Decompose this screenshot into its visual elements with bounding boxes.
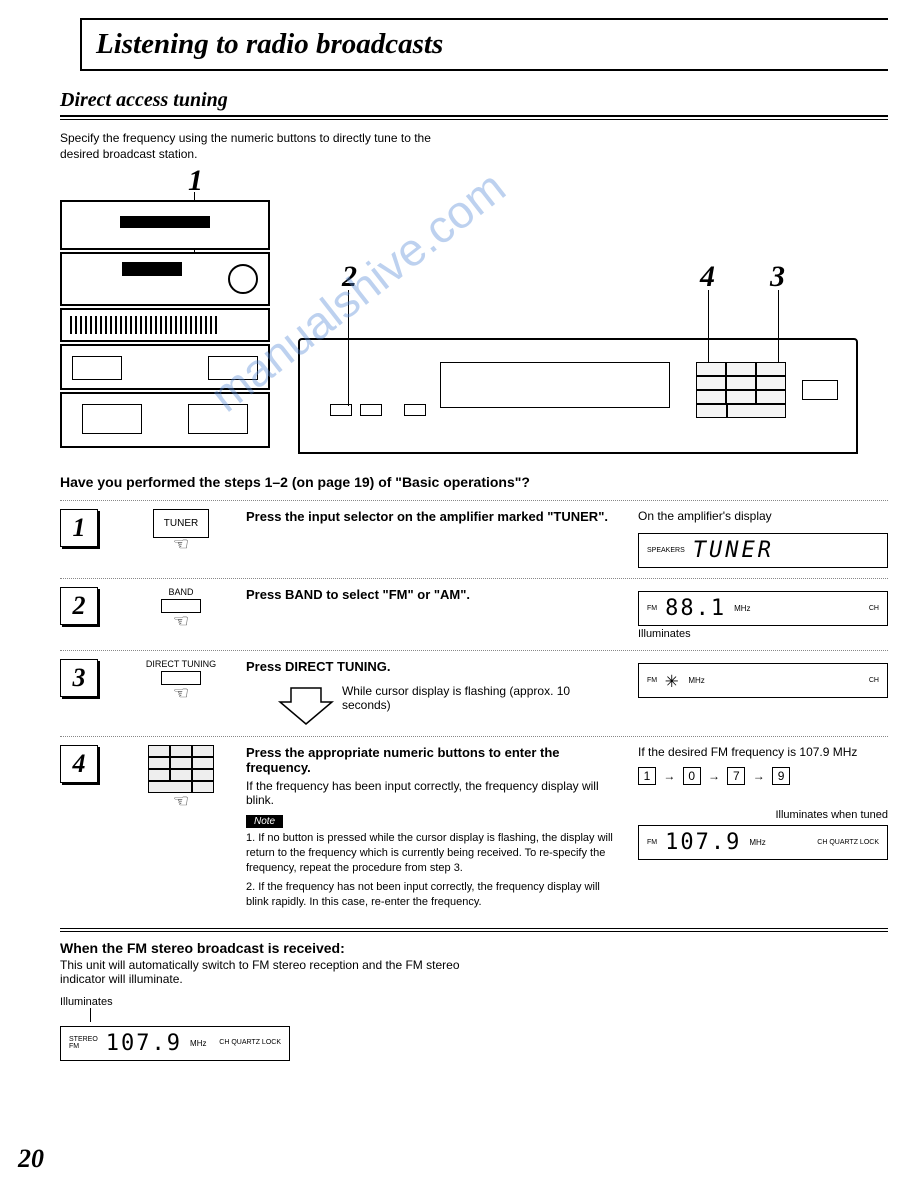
hand-icon: ☜ <box>116 534 246 555</box>
fm-stereo-body: This unit will automatically switch to F… <box>60 958 480 986</box>
band-label: BAND <box>116 587 246 597</box>
step-4-row: 4 ☜ Press the appropriate numeric button… <box>60 736 888 909</box>
step-3-row: 3 DIRECT TUNING ☜ Press DIRECT TUNING. W… <box>60 650 888 726</box>
step-2-box: 2 <box>60 587 98 625</box>
page-number: 20 <box>18 1144 44 1174</box>
step-3-visual: DIRECT TUNING ☜ <box>116 659 246 704</box>
fm-stereo-lcd: STEREO FM 107.9 MHz CH QUARTZ LOCK <box>60 1026 290 1061</box>
tuner-small-btn-1 <box>330 404 352 416</box>
lcd-mhz: MHz <box>190 1039 206 1048</box>
numeric-keypad-icon <box>148 745 214 793</box>
tuner-small-btn-2 <box>360 404 382 416</box>
step-1-text: Press the input selector on the amplifie… <box>246 509 638 524</box>
lcd-stereo: STEREO <box>69 1036 98 1043</box>
illuminates-leader <box>90 1008 91 1022</box>
tuner-large-btn <box>802 380 838 400</box>
step-2-text: Press BAND to select "FM" or "AM". <box>246 587 638 602</box>
seq-1: 1 <box>638 767 656 785</box>
step-4-text: Press the appropriate numeric buttons to… <box>246 745 638 909</box>
lcd-extra-labels: CH QUARTZ LOCK <box>817 839 879 847</box>
tuner-keypad <box>696 362 786 420</box>
lcd-tuner-text: TUNER <box>693 538 774 563</box>
lcd-mhz: MHz <box>749 838 765 847</box>
note-2: 2. If the frequency has not been input c… <box>246 880 622 910</box>
illuminates-label-bottom: Illuminates <box>60 996 888 1008</box>
step-1-lcd: SPEAKERS TUNER <box>638 533 888 568</box>
stereo-stack-illustration <box>60 200 270 450</box>
down-arrow-icon <box>276 686 336 726</box>
step-1-row: 1 TUNER ☜ Press the input selector on th… <box>60 500 888 568</box>
step-4-lead: Press the appropriate numeric buttons to… <box>246 745 622 775</box>
lcd-freq: 107.9 <box>665 830 741 855</box>
fm-stereo-heading: When the FM stereo broadcast is received… <box>60 940 888 956</box>
illuminates-tuned: Illuminates when tuned <box>638 809 888 821</box>
lcd-fm: FM <box>69 1043 98 1050</box>
lcd-freq: 107.9 <box>106 1031 182 1056</box>
seq-7: 7 <box>727 767 745 785</box>
lcd-extra-labels: CH QUARTZ LOCK <box>219 1039 281 1047</box>
step-4-visual: ☜ <box>116 745 246 812</box>
subtitle-region: Direct access tuning <box>60 89 888 120</box>
page-title: Listening to radio broadcasts <box>96 28 874 61</box>
step-3-subnote: While cursor display is flashing (approx… <box>342 684 622 712</box>
step-4-right-lead: If the desired FM frequency is 107.9 MHz <box>638 745 888 759</box>
lcd-mhz: MHz <box>734 604 750 613</box>
tuner-display-panel <box>440 362 670 408</box>
lcd-cursor-flash: ✳ <box>665 668 680 693</box>
step-2-lcd: FM 88.1 MHz CH <box>638 591 888 626</box>
hand-icon: ☜ <box>116 611 246 632</box>
equipment-diagram: 1 2 4 3 <box>60 168 888 468</box>
tuner-illustration <box>298 338 858 454</box>
seq-9: 9 <box>772 767 790 785</box>
step-3-text: Press DIRECT TUNING. While cursor displa… <box>246 659 638 726</box>
tuner-small-btn-3 <box>404 404 426 416</box>
lcd-freq: 88.1 <box>665 596 726 621</box>
illuminates-label: Illuminates <box>638 628 888 640</box>
lcd-fm: FM <box>647 839 657 846</box>
note-1: 1. If no button is pressed while the cur… <box>246 831 622 876</box>
basic-ops-prompt: Have you performed the steps 1–2 (on pag… <box>60 474 888 490</box>
callout-1: 1 <box>188 164 203 198</box>
key-sequence: 1 → 0 → 7 → 9 <box>638 767 888 785</box>
step-1-visual: TUNER ☜ <box>116 509 246 555</box>
step-1-right: On the amplifier's display SPEAKERS TUNE… <box>638 509 888 568</box>
step-4-lcd: FM 107.9 MHz CH QUARTZ LOCK <box>638 825 888 860</box>
seq-0: 0 <box>683 767 701 785</box>
step-3-box: 3 <box>60 659 98 697</box>
step-2-visual: BAND ☜ <box>116 587 246 632</box>
step-3-lcd: FM ✳ MHz CH <box>638 663 888 698</box>
lcd-fm: FM <box>647 677 657 684</box>
step-2-right: FM 88.1 MHz CH Illuminates <box>638 587 888 640</box>
step-4-sub: If the frequency has been input correctl… <box>246 779 622 807</box>
step-4-box: 4 <box>60 745 98 783</box>
step-1-right-lead: On the amplifier's display <box>638 509 888 523</box>
arrow-icon: → <box>663 769 675 783</box>
lcd-ch: CH <box>869 677 879 685</box>
page-title-box: Listening to radio broadcasts <box>80 18 888 71</box>
step-3-lead: Press DIRECT TUNING. <box>246 659 622 674</box>
note-label: Note <box>246 815 283 828</box>
lcd-fm: FM <box>647 605 657 612</box>
callout-3: 3 <box>770 260 785 294</box>
hand-icon: ☜ <box>116 683 246 704</box>
page-subtitle: Direct access tuning <box>60 89 888 117</box>
step-4-right: If the desired FM frequency is 107.9 MHz… <box>638 745 888 860</box>
lcd-ch: CH <box>869 605 879 613</box>
fm-stereo-section: When the FM stereo broadcast is received… <box>60 928 888 1061</box>
subtitle-underline <box>60 119 888 120</box>
step-1-box: 1 <box>60 509 98 547</box>
lcd-speakers-label: SPEAKERS <box>647 547 685 554</box>
lcd-mhz: MHz <box>688 676 704 685</box>
arrow-icon: → <box>708 769 720 783</box>
arrow-icon: → <box>753 769 765 783</box>
direct-tuning-label: DIRECT TUNING <box>116 659 246 669</box>
step-2-lead: Press BAND to select "FM" or "AM". <box>246 587 622 602</box>
callout-4: 4 <box>700 260 715 294</box>
callout-2: 2 <box>342 260 357 294</box>
step-2-row: 2 BAND ☜ Press BAND to select "FM" or "A… <box>60 578 888 640</box>
intro-text: Specify the frequency using the numeric … <box>60 130 460 162</box>
hand-icon: ☜ <box>116 791 246 812</box>
step-3-right: FM ✳ MHz CH <box>638 659 888 698</box>
step-1-lead: Press the input selector on the amplifie… <box>246 509 622 524</box>
